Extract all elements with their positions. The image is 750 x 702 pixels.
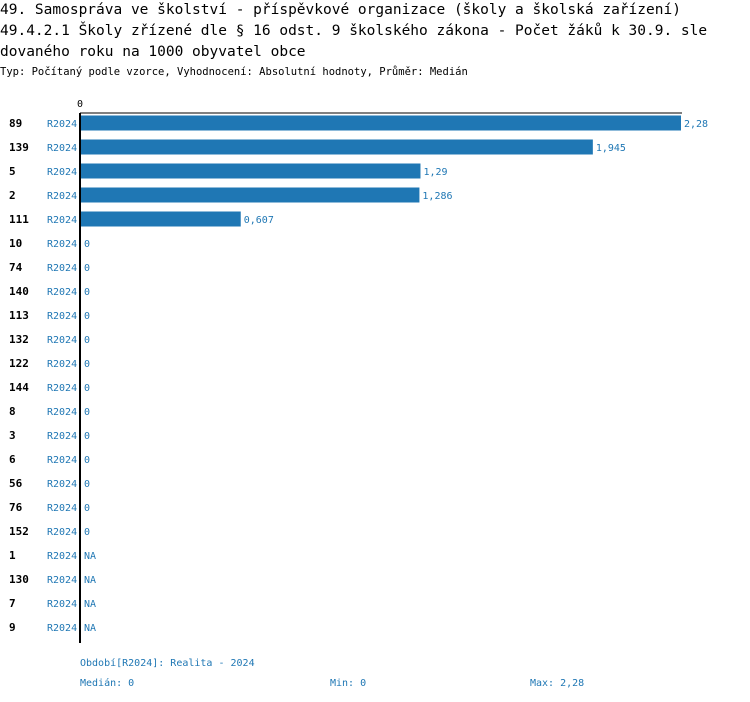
row-label: 113 — [9, 309, 29, 322]
row-label: 6 — [9, 453, 16, 466]
value-label: NA — [84, 551, 96, 562]
row-label: 56 — [9, 477, 23, 490]
value-label: NA — [84, 575, 96, 586]
value-label: 0 — [84, 311, 90, 322]
value-label: 0 — [84, 431, 90, 442]
period-label: R2024 — [47, 503, 77, 514]
row-label: 152 — [9, 525, 29, 538]
value-label: 0 — [84, 383, 90, 394]
axis-zero-label: 0 — [77, 99, 83, 110]
row-label: 8 — [9, 405, 16, 418]
period-label: R2024 — [47, 143, 77, 154]
bar — [81, 139, 593, 155]
value-label: 0 — [84, 503, 90, 514]
row-label: 130 — [9, 573, 29, 586]
value-label: 1,945 — [596, 143, 626, 154]
row-label: 139 — [9, 141, 29, 154]
row-label: 5 — [9, 165, 16, 178]
value-label: 0 — [84, 359, 90, 370]
row-label: 144 — [9, 381, 29, 394]
period-label: R2024 — [47, 551, 77, 562]
period-label: R2024 — [47, 239, 77, 250]
value-label: 0 — [84, 527, 90, 538]
value-label: 1,286 — [422, 191, 452, 202]
row-label: 3 — [9, 429, 16, 442]
value-label: 2,28 — [684, 119, 708, 130]
row-label: 76 — [9, 501, 23, 514]
row-label: 2 — [9, 189, 16, 202]
chart-subtitle: Typ: Počítaný podle vzorce, Vyhodnocení:… — [0, 66, 468, 78]
value-label: 0 — [84, 407, 90, 418]
period-label: R2024 — [47, 191, 77, 202]
max-stat: Max: 2,28 — [530, 678, 585, 689]
chart-title-line-2: 49.4.2.1 Školy zřízené dle § 16 odst. 9 … — [0, 23, 708, 39]
bar — [81, 163, 421, 179]
row-label: 9 — [9, 621, 16, 634]
period-label: R2024 — [47, 287, 77, 298]
period-label: R2024 — [47, 359, 77, 370]
period-label: R2024 — [47, 263, 77, 274]
period-label: R2024 — [47, 455, 77, 466]
period-label: R2024 — [47, 575, 77, 586]
value-label: 0 — [84, 335, 90, 346]
period-label: R2024 — [47, 407, 77, 418]
period-label: R2024 — [47, 215, 77, 226]
value-label: 0 — [84, 239, 90, 250]
period-label: R2024 — [47, 599, 77, 610]
period-label: R2024 — [47, 527, 77, 538]
bar — [81, 211, 241, 227]
period-label: R2024 — [47, 311, 77, 322]
value-label: 0,607 — [244, 215, 274, 226]
chart-title-line-1: 49. Samospráva ve školství - příspěvkové… — [0, 2, 681, 18]
period-label: R2024 — [47, 431, 77, 442]
period-label: R2024 — [47, 167, 77, 178]
row-label: 122 — [9, 357, 29, 370]
bar — [81, 187, 420, 203]
row-label: 74 — [9, 261, 23, 274]
period-label: R2024 — [47, 335, 77, 346]
period-note: Období[R2024]: Realita - 2024 — [80, 658, 255, 669]
period-label: R2024 — [47, 479, 77, 490]
period-label: R2024 — [47, 119, 77, 130]
row-label: 111 — [9, 213, 29, 226]
period-label: R2024 — [47, 383, 77, 394]
row-label: 1 — [9, 549, 16, 562]
period-label: R2024 — [47, 623, 77, 634]
value-label: 1,29 — [423, 167, 447, 178]
value-label: NA — [84, 599, 96, 610]
row-label: 132 — [9, 333, 29, 346]
value-label: 0 — [84, 263, 90, 274]
value-label: 0 — [84, 287, 90, 298]
chart-title-line-3: dovaného roku na 1000 obyvatel obce — [0, 44, 306, 60]
row-label: 89 — [9, 117, 22, 130]
value-label: 0 — [84, 479, 90, 490]
median-stat: Medián: 0 — [80, 678, 135, 689]
row-label: 140 — [9, 285, 29, 298]
value-label: 0 — [84, 455, 90, 466]
bar — [81, 115, 681, 131]
value-label: NA — [84, 623, 96, 634]
row-label: 10 — [9, 237, 22, 250]
row-label: 7 — [9, 597, 16, 610]
min-stat: Min: 0 — [330, 678, 367, 689]
